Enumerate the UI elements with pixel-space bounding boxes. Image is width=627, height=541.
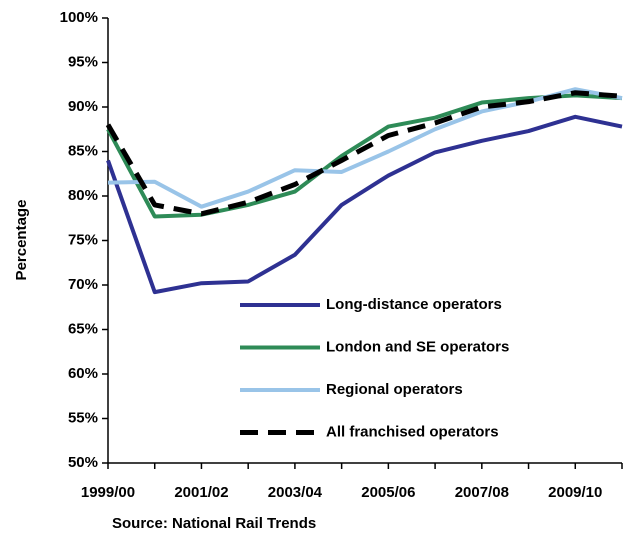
- y-tick-label: 90%: [68, 98, 98, 115]
- line-series: [105, 90, 623, 217]
- legend-label: London and SE operators: [326, 338, 509, 355]
- y-tick-label: 100%: [60, 9, 98, 26]
- x-tick-label: 2005/06: [361, 484, 415, 501]
- x-tick-label: 2007/08: [455, 484, 509, 501]
- y-tick-label: 80%: [68, 187, 98, 204]
- line-series: [106, 114, 623, 295]
- y-tick-label: 65%: [68, 320, 98, 337]
- y-tick-label: 70%: [68, 276, 98, 293]
- x-tick-label: 2003/04: [268, 484, 323, 501]
- y-tick-label: 55%: [68, 409, 98, 426]
- x-tick-label: 2009/10: [548, 484, 602, 501]
- source-note: Source: National Rail Trends: [112, 515, 316, 532]
- legend-label: All franchised operators: [326, 423, 499, 440]
- y-tick-label: 95%: [68, 53, 98, 70]
- x-tick-label: 2001/02: [174, 484, 228, 501]
- y-axis-label: Percentage: [13, 200, 30, 281]
- legend-label: Long-distance operators: [326, 296, 502, 313]
- x-tick-label: 1999/00: [81, 484, 135, 501]
- y-tick-label: 50%: [68, 454, 98, 471]
- legend-label: Regional operators: [326, 381, 463, 398]
- y-tick-label: 75%: [68, 231, 98, 248]
- line-series: [107, 87, 623, 209]
- y-tick-label: 85%: [68, 142, 98, 159]
- y-tick-label: 60%: [68, 365, 98, 382]
